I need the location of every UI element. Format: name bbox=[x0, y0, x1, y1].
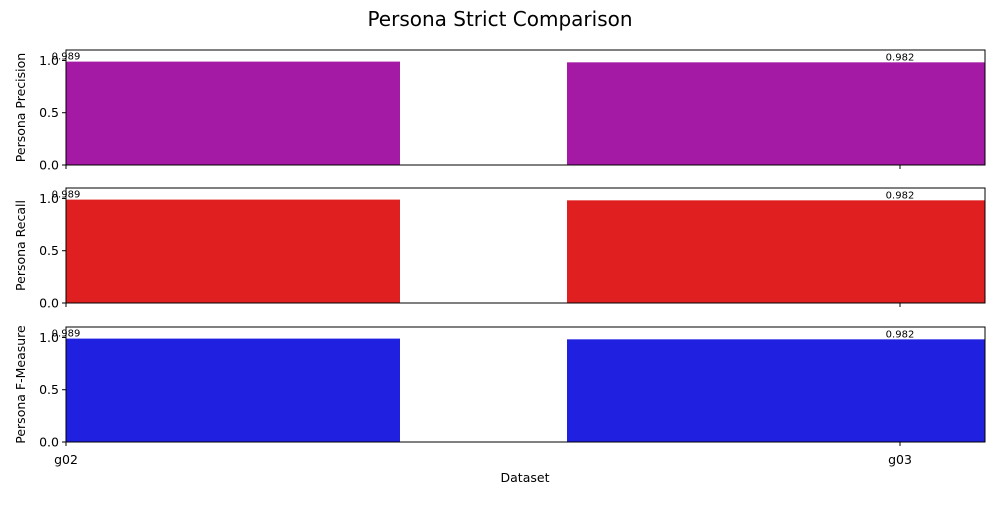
bar-g03 bbox=[567, 62, 985, 165]
data-label-g02: 0.989 bbox=[52, 190, 81, 201]
y-tick-label: 0.0 bbox=[39, 158, 59, 173]
x-tick-label: g02 bbox=[54, 452, 78, 467]
bar-g03 bbox=[567, 339, 985, 442]
subplot-3: 0.0 0.5 1.0 Persona F-Measure 0.989 0.982 bbox=[13, 325, 986, 450]
data-label-g03: 0.982 bbox=[886, 329, 915, 340]
x-tick-label: g03 bbox=[888, 452, 912, 467]
axes-frame bbox=[65, 326, 986, 443]
bar-g02 bbox=[66, 199, 400, 303]
data-label-g02: 0.989 bbox=[52, 52, 81, 63]
y-tick-label: 1.0 bbox=[39, 330, 59, 345]
y-tick-label: 0.0 bbox=[39, 296, 59, 311]
chart-title: Persona Strict Comparison bbox=[367, 7, 632, 31]
y-axis-label: Persona Recall bbox=[13, 200, 28, 291]
y-tick-label: 0.5 bbox=[39, 243, 59, 258]
y-axis-label: Persona Precision bbox=[13, 53, 28, 162]
axes-frame bbox=[65, 187, 986, 304]
bar-g02 bbox=[66, 338, 400, 442]
bar-g03 bbox=[567, 200, 985, 303]
x-axis-label: Dataset bbox=[501, 470, 550, 485]
y-tick-label: 1.0 bbox=[39, 53, 59, 68]
subplot-1: 0.0 0.5 1.0 Persona Precision 0.989 0.982 bbox=[13, 49, 986, 173]
y-tick-label: 0.0 bbox=[39, 435, 59, 450]
bar-g02 bbox=[66, 61, 400, 165]
y-tick-label: 1.0 bbox=[39, 191, 59, 206]
data-label-g03: 0.982 bbox=[886, 52, 915, 63]
data-label-g03: 0.982 bbox=[886, 190, 915, 201]
axes-frame bbox=[65, 49, 986, 166]
subplot-2: 0.0 0.5 1.0 Persona Recall 0.989 0.982 bbox=[13, 187, 986, 311]
data-label-g02: 0.989 bbox=[52, 329, 81, 340]
y-axis-label: Persona F-Measure bbox=[13, 325, 28, 444]
y-tick-label: 0.5 bbox=[39, 382, 59, 397]
y-tick-label: 0.5 bbox=[39, 105, 59, 120]
